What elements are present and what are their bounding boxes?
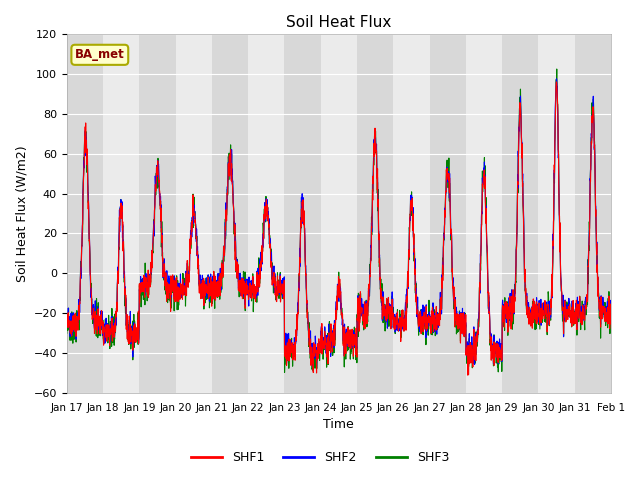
SHF3 <box>575 308 582 314</box>
Bar <box>466 34 502 393</box>
SHF1 <box>63 312 70 318</box>
SHF3 <box>559 317 567 323</box>
SHF3 <box>281 370 289 375</box>
Title: Soil Heat Flux: Soil Heat Flux <box>286 15 392 30</box>
SHF3 <box>63 330 70 336</box>
SHF2 <box>214 290 222 296</box>
SHF2 <box>355 302 362 308</box>
Bar <box>103 34 140 393</box>
SHF1 <box>553 79 561 85</box>
Bar <box>67 34 103 393</box>
Bar <box>248 34 284 393</box>
Bar <box>502 34 538 393</box>
Bar <box>284 34 321 393</box>
SHF1 <box>607 308 615 313</box>
Bar <box>175 34 212 393</box>
Bar <box>212 34 248 393</box>
SHF2 <box>607 307 615 312</box>
SHF1 <box>214 280 222 286</box>
SHF2 <box>559 295 567 301</box>
SHF2 <box>464 364 472 370</box>
SHF1 <box>559 305 567 311</box>
SHF2 <box>575 300 582 306</box>
SHF1 <box>575 302 582 308</box>
Line: SHF3: SHF3 <box>67 69 611 372</box>
Line: SHF1: SHF1 <box>67 82 611 375</box>
Bar <box>429 34 466 393</box>
Bar <box>321 34 357 393</box>
SHF3 <box>497 347 505 353</box>
Bar <box>393 34 429 393</box>
Line: SHF2: SHF2 <box>67 79 611 367</box>
SHF3 <box>214 281 222 287</box>
SHF2 <box>553 76 561 82</box>
Y-axis label: Soil Heat Flux (W/m2): Soil Heat Flux (W/m2) <box>15 145 28 282</box>
X-axis label: Time: Time <box>323 419 354 432</box>
SHF2 <box>63 312 70 318</box>
Bar <box>575 34 611 393</box>
SHF3 <box>355 298 362 304</box>
SHF3 <box>553 66 561 72</box>
SHF1 <box>497 350 505 356</box>
SHF1 <box>464 372 472 378</box>
Text: BA_met: BA_met <box>75 48 125 61</box>
SHF3 <box>607 302 615 308</box>
Bar <box>611 34 640 393</box>
Bar <box>538 34 575 393</box>
Bar <box>357 34 393 393</box>
SHF3 <box>367 255 374 261</box>
Legend: SHF1, SHF2, SHF3: SHF1, SHF2, SHF3 <box>186 446 454 469</box>
SHF1 <box>355 298 362 304</box>
SHF2 <box>497 341 505 347</box>
SHF2 <box>366 265 374 271</box>
SHF1 <box>366 271 374 277</box>
Bar <box>140 34 175 393</box>
